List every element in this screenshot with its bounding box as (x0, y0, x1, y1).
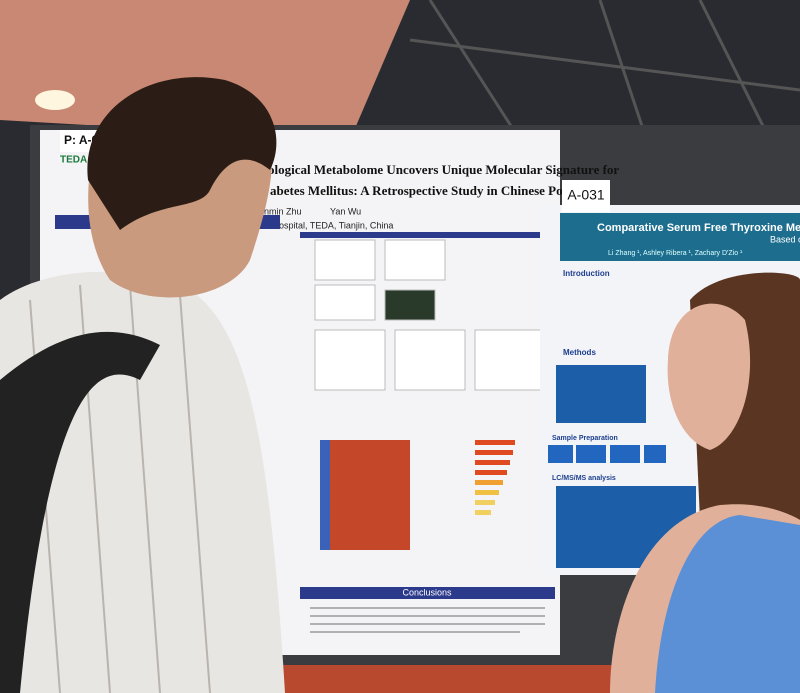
title-banner (560, 213, 800, 261)
poster-subtitle: Based o (770, 234, 800, 244)
methods-table (556, 365, 646, 423)
section-bar (300, 587, 555, 599)
lamp (35, 90, 75, 110)
flow-steps (548, 445, 666, 463)
ceiling (0, 0, 410, 140)
affiliation: DA Hospital, TEDA, Tianjin, China (258, 220, 393, 230)
section-heading: Sample Preparation (552, 435, 618, 442)
section-heading: Conclusions (402, 587, 452, 597)
section-heading: LC/MS/MS analysis (552, 475, 616, 482)
section-heading: Methods (563, 348, 596, 357)
board-number-tag (562, 180, 610, 212)
authors: Li Zhang ¹, Ashley Ribera ¹, Zachary D'Z… (608, 250, 743, 257)
author: inmin Zhu (262, 206, 302, 216)
woman (610, 272, 800, 693)
booth-label: P: A-0 (64, 133, 99, 147)
booth-tag (60, 130, 100, 152)
author: Yan Wu (330, 206, 361, 216)
man (0, 77, 285, 693)
body-text (310, 607, 545, 633)
poster-title: ological Metabolome Uncovers Unique Mole… (268, 162, 619, 177)
figures (314, 239, 546, 391)
poster-title: Comparative Serum Free Thyroxine Measure… (597, 222, 800, 234)
poster-title: abetes Mellitus: A Retrospective Study i… (270, 183, 610, 198)
board-number: A-031 (567, 187, 605, 203)
heatmap (320, 440, 330, 550)
logo: TEDA (60, 155, 87, 166)
enrichment-bars (475, 440, 515, 515)
section-bar (300, 232, 555, 238)
heatmap (320, 440, 410, 550)
section-heading: Introduction (563, 269, 610, 278)
